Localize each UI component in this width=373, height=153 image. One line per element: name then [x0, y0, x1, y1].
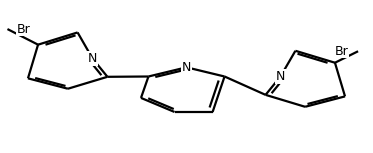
- Text: Br: Br: [335, 45, 349, 58]
- Text: N: N: [88, 52, 97, 65]
- Text: Br: Br: [17, 23, 31, 35]
- Text: N: N: [276, 70, 285, 83]
- Text: N: N: [182, 61, 191, 74]
